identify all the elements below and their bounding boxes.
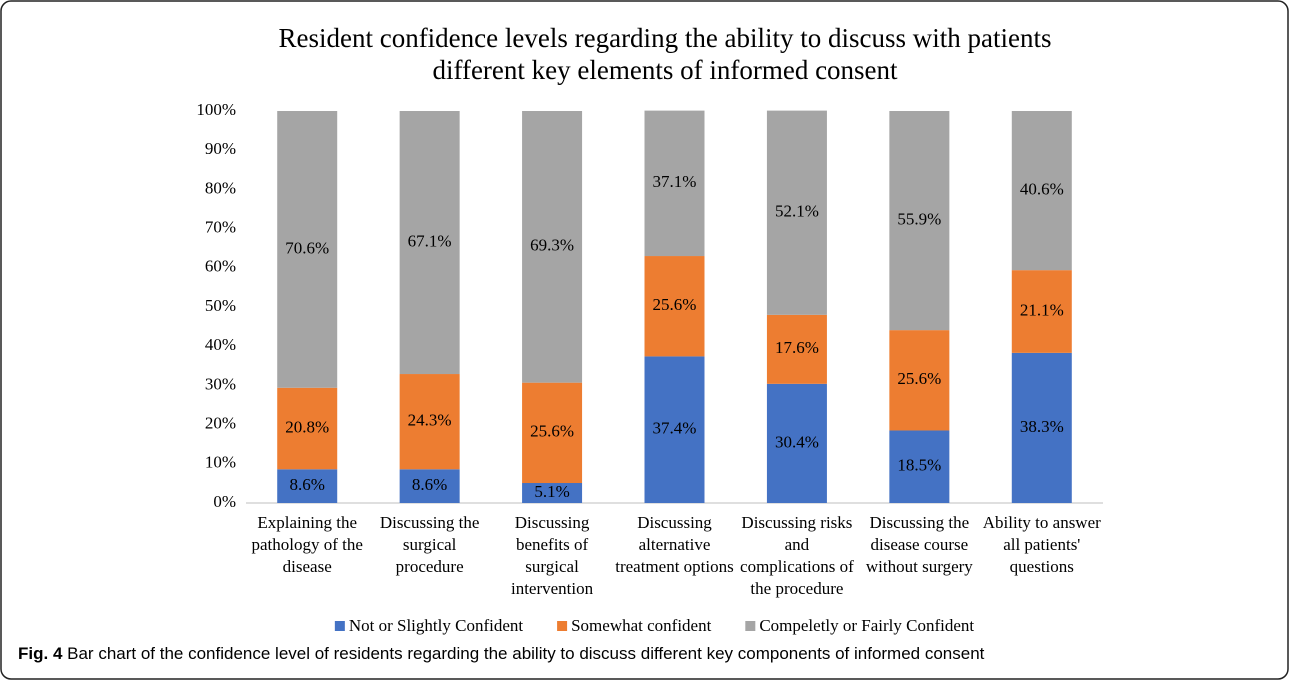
bar-segment — [399, 111, 460, 375]
bar-segment — [277, 387, 338, 470]
bar-segment — [522, 382, 583, 484]
data-label: 8.6% — [412, 475, 447, 494]
data-label: 69.3% — [530, 236, 574, 255]
legend-swatch — [557, 621, 568, 631]
bar-segment — [522, 111, 583, 383]
bar-segment — [644, 256, 705, 357]
data-label: 70.6% — [285, 238, 329, 257]
data-label: 25.6% — [897, 369, 941, 388]
legend-swatch — [334, 621, 345, 631]
y-tick-label: 80% — [205, 178, 236, 197]
data-label: 17.6% — [775, 338, 819, 357]
bar-segment — [277, 469, 338, 503]
data-label: 30.4% — [775, 432, 819, 451]
legend-swatch — [745, 621, 756, 631]
data-label: 18.5% — [897, 456, 941, 475]
bar-segment — [889, 330, 950, 431]
bar-segment — [399, 374, 460, 470]
y-tick-label: 30% — [205, 374, 236, 393]
chart-title: Resident confidence levels regarding the… — [278, 23, 1052, 85]
x-tick-label: Discussing the surgical procedure — [379, 513, 480, 576]
x-tick-label: Explaining the pathology of the disease — [251, 513, 363, 576]
data-label: 38.3% — [1020, 417, 1064, 436]
data-label: 25.6% — [530, 422, 574, 441]
y-tick-label: 70% — [205, 218, 236, 237]
y-tick-label: 90% — [205, 139, 236, 158]
bar-segment — [644, 110, 705, 257]
data-label: 37.4% — [653, 419, 697, 438]
y-tick-label: 50% — [205, 296, 236, 315]
x-tick-label: Discussing benefits of surgical interven… — [510, 513, 594, 598]
bar-segment — [277, 111, 338, 388]
data-label: 20.8% — [285, 417, 329, 436]
x-tick-label: Ability to answer all patients' question… — [982, 513, 1101, 576]
bar-segment — [766, 110, 827, 315]
y-tick-label: 10% — [205, 453, 236, 472]
data-label: 55.9% — [897, 209, 941, 228]
bar-segment — [522, 483, 583, 503]
bar-segment — [889, 430, 950, 503]
data-label: 24.3% — [408, 411, 452, 430]
y-tick-label: 0% — [213, 492, 236, 511]
legend-label: Not or Slightly Confident — [349, 616, 524, 635]
data-label: 40.6% — [1020, 179, 1064, 198]
data-label: 5.1% — [534, 482, 569, 501]
x-tick-label: Discussing risks and complications of th… — [740, 513, 854, 598]
bar-segment — [1011, 270, 1072, 353]
data-label: 37.1% — [653, 172, 697, 191]
bar-segment — [766, 314, 827, 384]
legend-label: Somewhat confident — [571, 616, 711, 635]
y-tick-label: 20% — [205, 414, 236, 433]
bar-segment — [644, 356, 705, 503]
x-tick-label: Discussing the disease course without su… — [865, 513, 973, 576]
x-tick-label: Discussing alternative treatment options — [615, 513, 734, 576]
caption: Fig. 4 Bar chart of the confidence level… — [18, 644, 984, 664]
legend-label: Compeletly or Fairly Confident — [759, 616, 974, 635]
bar-segment — [766, 383, 827, 503]
data-label: 25.6% — [653, 295, 697, 314]
y-tick-label: 60% — [205, 257, 236, 276]
y-tick-label: 40% — [205, 335, 236, 354]
data-label: 67.1% — [408, 231, 452, 250]
bar-segment — [1011, 111, 1072, 271]
bar-segment — [399, 469, 460, 503]
caption-label: Fig. 4 — [18, 644, 63, 663]
bar-segment — [889, 111, 950, 331]
data-label: 8.6% — [290, 475, 325, 494]
data-label: 52.1% — [775, 202, 819, 221]
data-label: 21.1% — [1020, 300, 1064, 319]
bar-segment — [1011, 352, 1072, 503]
caption-text: Bar chart of the confidence level of res… — [67, 644, 985, 663]
y-tick-label: 100% — [196, 100, 236, 119]
